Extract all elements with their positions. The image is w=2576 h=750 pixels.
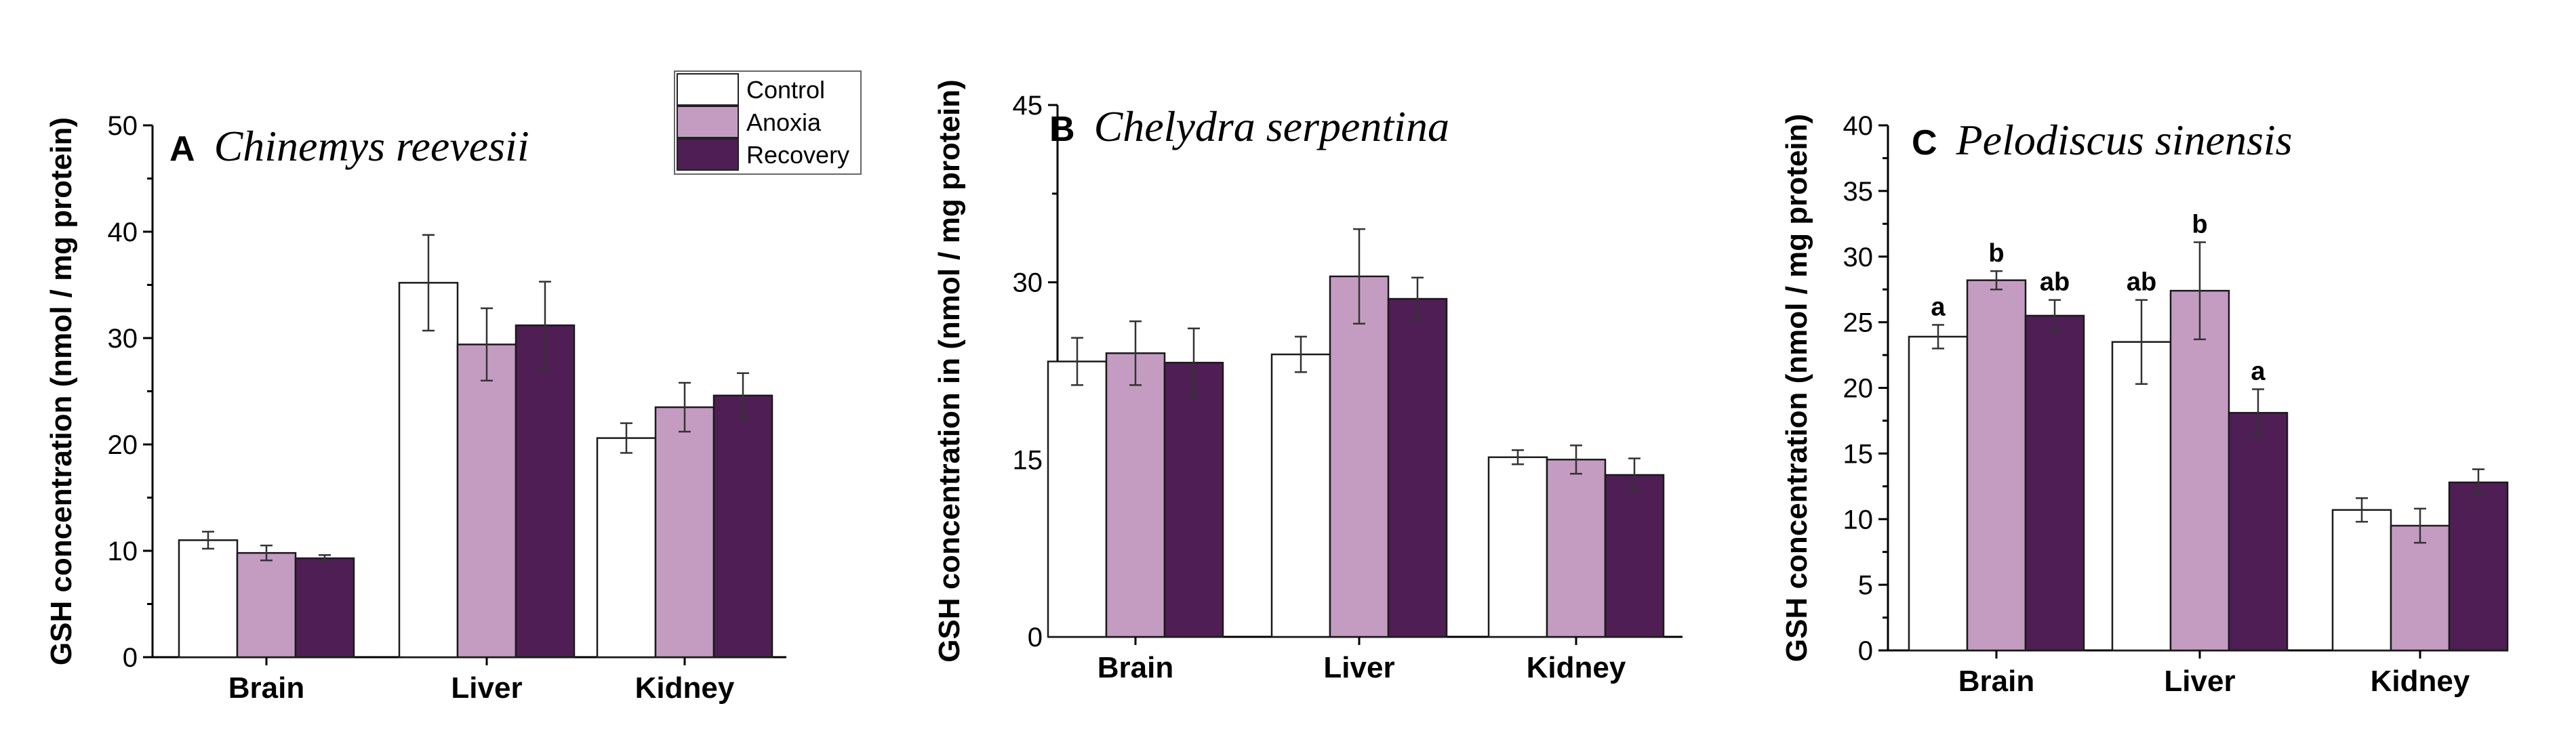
x-category-label: Liver [2164,665,2235,698]
y-tick-label: 20 [108,430,138,460]
bar-anoxia [2390,524,2451,652]
y-tick-label: 0 [1858,636,1873,666]
bar-recovery [1387,297,1448,638]
y-tick-label: 5 [1858,570,1873,600]
legend-swatch-control [677,73,739,106]
legend-label-control: Control [746,76,825,104]
panel-species-name: Chinemys reevesii [214,122,529,170]
panel-title: A Chinemys reevesii [169,122,529,170]
legend-label-anoxia: Anoxia [746,108,822,136]
bar-control [1487,456,1548,638]
bar-recovery [1604,474,1665,638]
y-axis-title: GSH concentration (nmol / mg protein) [45,117,78,665]
y-tick-label: 40 [1843,111,1874,141]
bar-anoxia [1105,352,1166,638]
bar-control [1908,335,1969,652]
significance-label: ab [2040,268,2070,297]
panel-b: 0 15 30 45 GSH concentration in (nmol / mg p… [933,79,1683,684]
panel-title: B Chelydra serpentina [1049,102,1449,150]
bar-anoxia [1546,459,1607,638]
y-tick-label: 15 [1843,439,1874,469]
bar-recovery [712,394,773,659]
x-category-label: Brain [228,671,304,705]
y-tick-label: 0 [1028,623,1043,652]
bar-control [178,539,239,659]
bar-control [1270,353,1331,638]
y-tick-label: 30 [1013,268,1043,298]
bar-control [2111,341,2172,652]
bar-recovery [2228,412,2289,652]
panel-species-name: Chelydra serpentina [1094,102,1449,150]
y-tick-label: 10 [108,537,138,566]
significance-label: b [1988,239,2004,268]
legend-swatch-recovery [677,138,739,171]
legend: Control Anoxia Recovery [674,70,862,175]
bar-anoxia [236,551,297,659]
y-tick-label: 15 [1013,445,1043,475]
bar-recovery [515,324,576,659]
y-tick-label: 0 [123,643,138,673]
legend-label-recovery: Recovery [746,141,849,169]
y-tick-label: 35 [1843,177,1874,207]
panel-letter: C [1912,123,1937,163]
bar-control [596,437,657,659]
significance-label: a [1931,293,1946,322]
bar-recovery [2024,314,2085,652]
x-category-label: Brain [1958,665,2034,698]
y-tick-label: 40 [108,217,138,247]
x-category-label: Kidney [2371,665,2470,698]
bar-control [2331,509,2392,652]
panel-a: 0 10 20 30 40 50 GSH concentration (nmol / mg … [45,111,786,705]
y-tick-label: 10 [1843,505,1874,535]
panel-title: C Pelodiscus sinensis [1912,116,2293,164]
bar-control [1047,360,1108,638]
y-tick-label: 30 [108,324,138,354]
bar-recovery [2448,481,2509,652]
panel-letter: A [169,129,195,169]
bar-recovery [294,557,355,659]
bar-recovery [1163,362,1224,638]
significance-label: a [2251,357,2266,386]
x-category-label: Kidney [1527,651,1626,684]
bar-anoxia [1329,275,1390,638]
y-axis-title: GSH concentration in (nmol / mg protein) [933,79,966,662]
x-category-label: Liver [451,671,522,705]
y-tick-label: 30 [1843,243,1874,272]
x-category-label: Liver [1323,651,1394,684]
panel-letter: B [1049,110,1075,149]
bar-anoxia [456,343,517,659]
y-tick-label: 50 [108,111,138,141]
significance-label: b [2192,210,2207,238]
bar-control [398,282,459,659]
panel-c: 0 5 10 15 20 25 30 35 40 GSH concentration (nmol … [1780,111,2509,698]
panel-species-name: Pelodiscus sinensis [1956,116,2293,164]
x-category-label: Kidney [635,671,735,705]
y-tick-label: 25 [1843,308,1874,338]
x-category-label: Brain [1098,651,1173,684]
legend-swatch-anoxia [677,106,739,138]
y-tick-label: 45 [1013,91,1043,121]
bar-anoxia [2169,289,2230,652]
bar-anoxia [654,406,715,659]
y-axis-title: GSH concentration (nmol / mg protein) [1780,114,1813,662]
significance-label: ab [2127,268,2156,297]
bar-anoxia [1966,279,2027,652]
y-tick-label: 20 [1843,374,1874,404]
